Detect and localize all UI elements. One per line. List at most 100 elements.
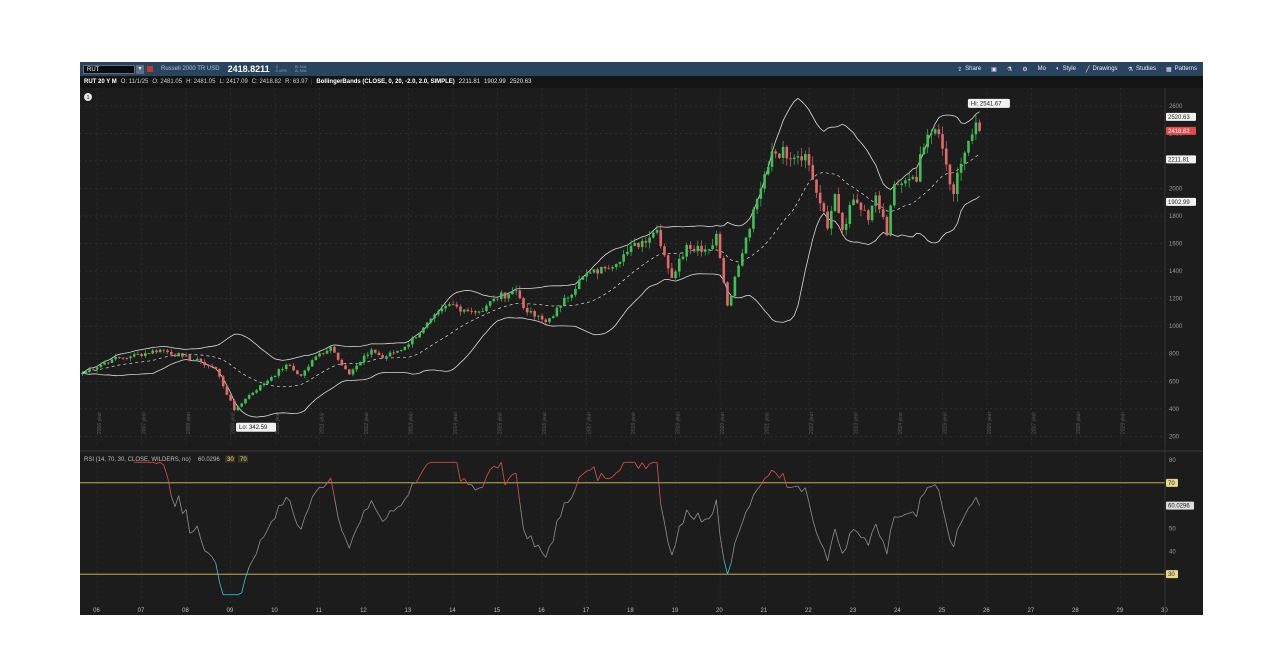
share-button[interactable]: ⇪ Share [957, 66, 981, 73]
candle-body [585, 273, 588, 277]
candle-body [184, 355, 188, 357]
candle-body [804, 154, 807, 161]
studies-button[interactable]: ⚗ Studies [1128, 66, 1156, 73]
rsi-segment [745, 505, 751, 512]
candle-body [852, 199, 855, 206]
candle-body [155, 350, 158, 353]
style-label: Style [1062, 66, 1076, 72]
style-button[interactable]: ◐ Style [1056, 66, 1076, 72]
candle-body [103, 362, 106, 365]
candle-body [640, 240, 644, 248]
candle-body [659, 229, 663, 247]
candle-body [448, 304, 451, 306]
rsi-x-label: 17 [583, 608, 590, 614]
alert-flag-icon[interactable] [147, 66, 153, 72]
rsi-segment [741, 511, 747, 524]
candle-body [340, 359, 344, 366]
rsi-segment [682, 509, 688, 524]
candle-body [418, 332, 422, 338]
candle-body [299, 374, 303, 376]
candle-body [863, 209, 866, 211]
year-label: 2022 year [809, 411, 815, 434]
candle-body [559, 305, 562, 308]
rsi-segment [523, 529, 528, 539]
rsi-segment [931, 484, 936, 488]
candle-body [741, 253, 744, 266]
price-pane[interactable]: 2004006008001000120014001600180020002200… [80, 88, 1203, 446]
chart-canvas[interactable]: 2004006008001000120014001600180020002200… [80, 88, 1203, 615]
rsi-segment [263, 529, 269, 537]
symbol-input[interactable]: RUT [83, 64, 135, 74]
candle-body [692, 248, 696, 252]
rsi-segment [749, 494, 754, 507]
rsi-segment [909, 511, 914, 514]
rsi-segment [382, 518, 387, 522]
candle-body [729, 296, 733, 306]
change-value: 0 [275, 64, 278, 69]
rsi-segment [590, 466, 595, 471]
candle-body [95, 367, 99, 370]
candle-body [273, 375, 277, 378]
candle-body [859, 202, 863, 210]
rsi-segment [582, 470, 587, 475]
timeframe-button[interactable]: Mo [1038, 66, 1046, 72]
price-axis-tick: 2000 [1169, 187, 1183, 193]
candle-body [755, 198, 759, 210]
rsi-x-label: 20 [716, 608, 723, 614]
candle-body [603, 266, 607, 269]
candle-body [811, 165, 815, 180]
candle-body [874, 195, 878, 206]
flask-button[interactable]: ⚗ [1007, 66, 1012, 73]
drawings-button[interactable]: ╱ Drawings [1086, 66, 1118, 73]
settings-button[interactable]: ⚙ [1022, 66, 1027, 73]
candle-body [392, 352, 396, 354]
rsi-segment [319, 486, 324, 489]
rsi-x-label: 09 [227, 608, 234, 614]
rsi-segment [830, 528, 836, 544]
rsi-segment [767, 469, 773, 477]
candle-body [614, 263, 618, 268]
candle-body [778, 153, 781, 158]
patterns-button[interactable]: ▦ Patterns [1166, 66, 1197, 73]
year-label: 2026 year [987, 411, 993, 434]
rsi-segment [170, 495, 176, 507]
candle-body [763, 174, 766, 189]
rsi-segment [245, 566, 250, 578]
rsi-segment [612, 472, 617, 478]
rsi-x-label: 28 [1072, 608, 1079, 614]
rsi-segment [593, 466, 599, 481]
price-pane-bg [80, 88, 1203, 446]
rsi-segment [363, 508, 368, 511]
rsi-segment [794, 485, 799, 488]
study-label[interactable]: BollingerBands (CLOSE, 0, 20, -2.0, 2.0,… [316, 79, 455, 85]
candle-body [592, 269, 596, 273]
rsi-segment [356, 521, 361, 529]
rsi-segment [182, 509, 187, 515]
rsi-segment [764, 475, 769, 480]
rsi-segment [308, 497, 313, 510]
candle-body [310, 360, 314, 367]
candle-body [563, 297, 566, 306]
snapshot-button[interactable]: ▣ [991, 66, 997, 73]
rsi-segment [834, 528, 840, 543]
rsi-segment [953, 529, 958, 548]
candle-body [652, 232, 655, 238]
rsi-segment [348, 536, 354, 549]
rsi-segment [942, 507, 947, 524]
rsi-segment [289, 500, 295, 515]
rsi-segment [404, 494, 409, 500]
rsi-segment [159, 461, 165, 466]
rsi-segment [890, 516, 895, 531]
rsi-x-label: 10 [271, 608, 278, 614]
rsi-segment [334, 497, 339, 518]
patterns-label: Patterns [1174, 66, 1197, 72]
candle-body [173, 354, 177, 357]
rsi-segment [504, 478, 510, 486]
rsi-segment [641, 462, 647, 469]
symbol-dropdown-icon[interactable]: ▾ [136, 64, 144, 74]
year-label: 2010 year [275, 411, 281, 434]
rsi-segment [886, 530, 892, 555]
rsi-x-label: 29 [1117, 608, 1124, 614]
candle-body [963, 152, 967, 164]
